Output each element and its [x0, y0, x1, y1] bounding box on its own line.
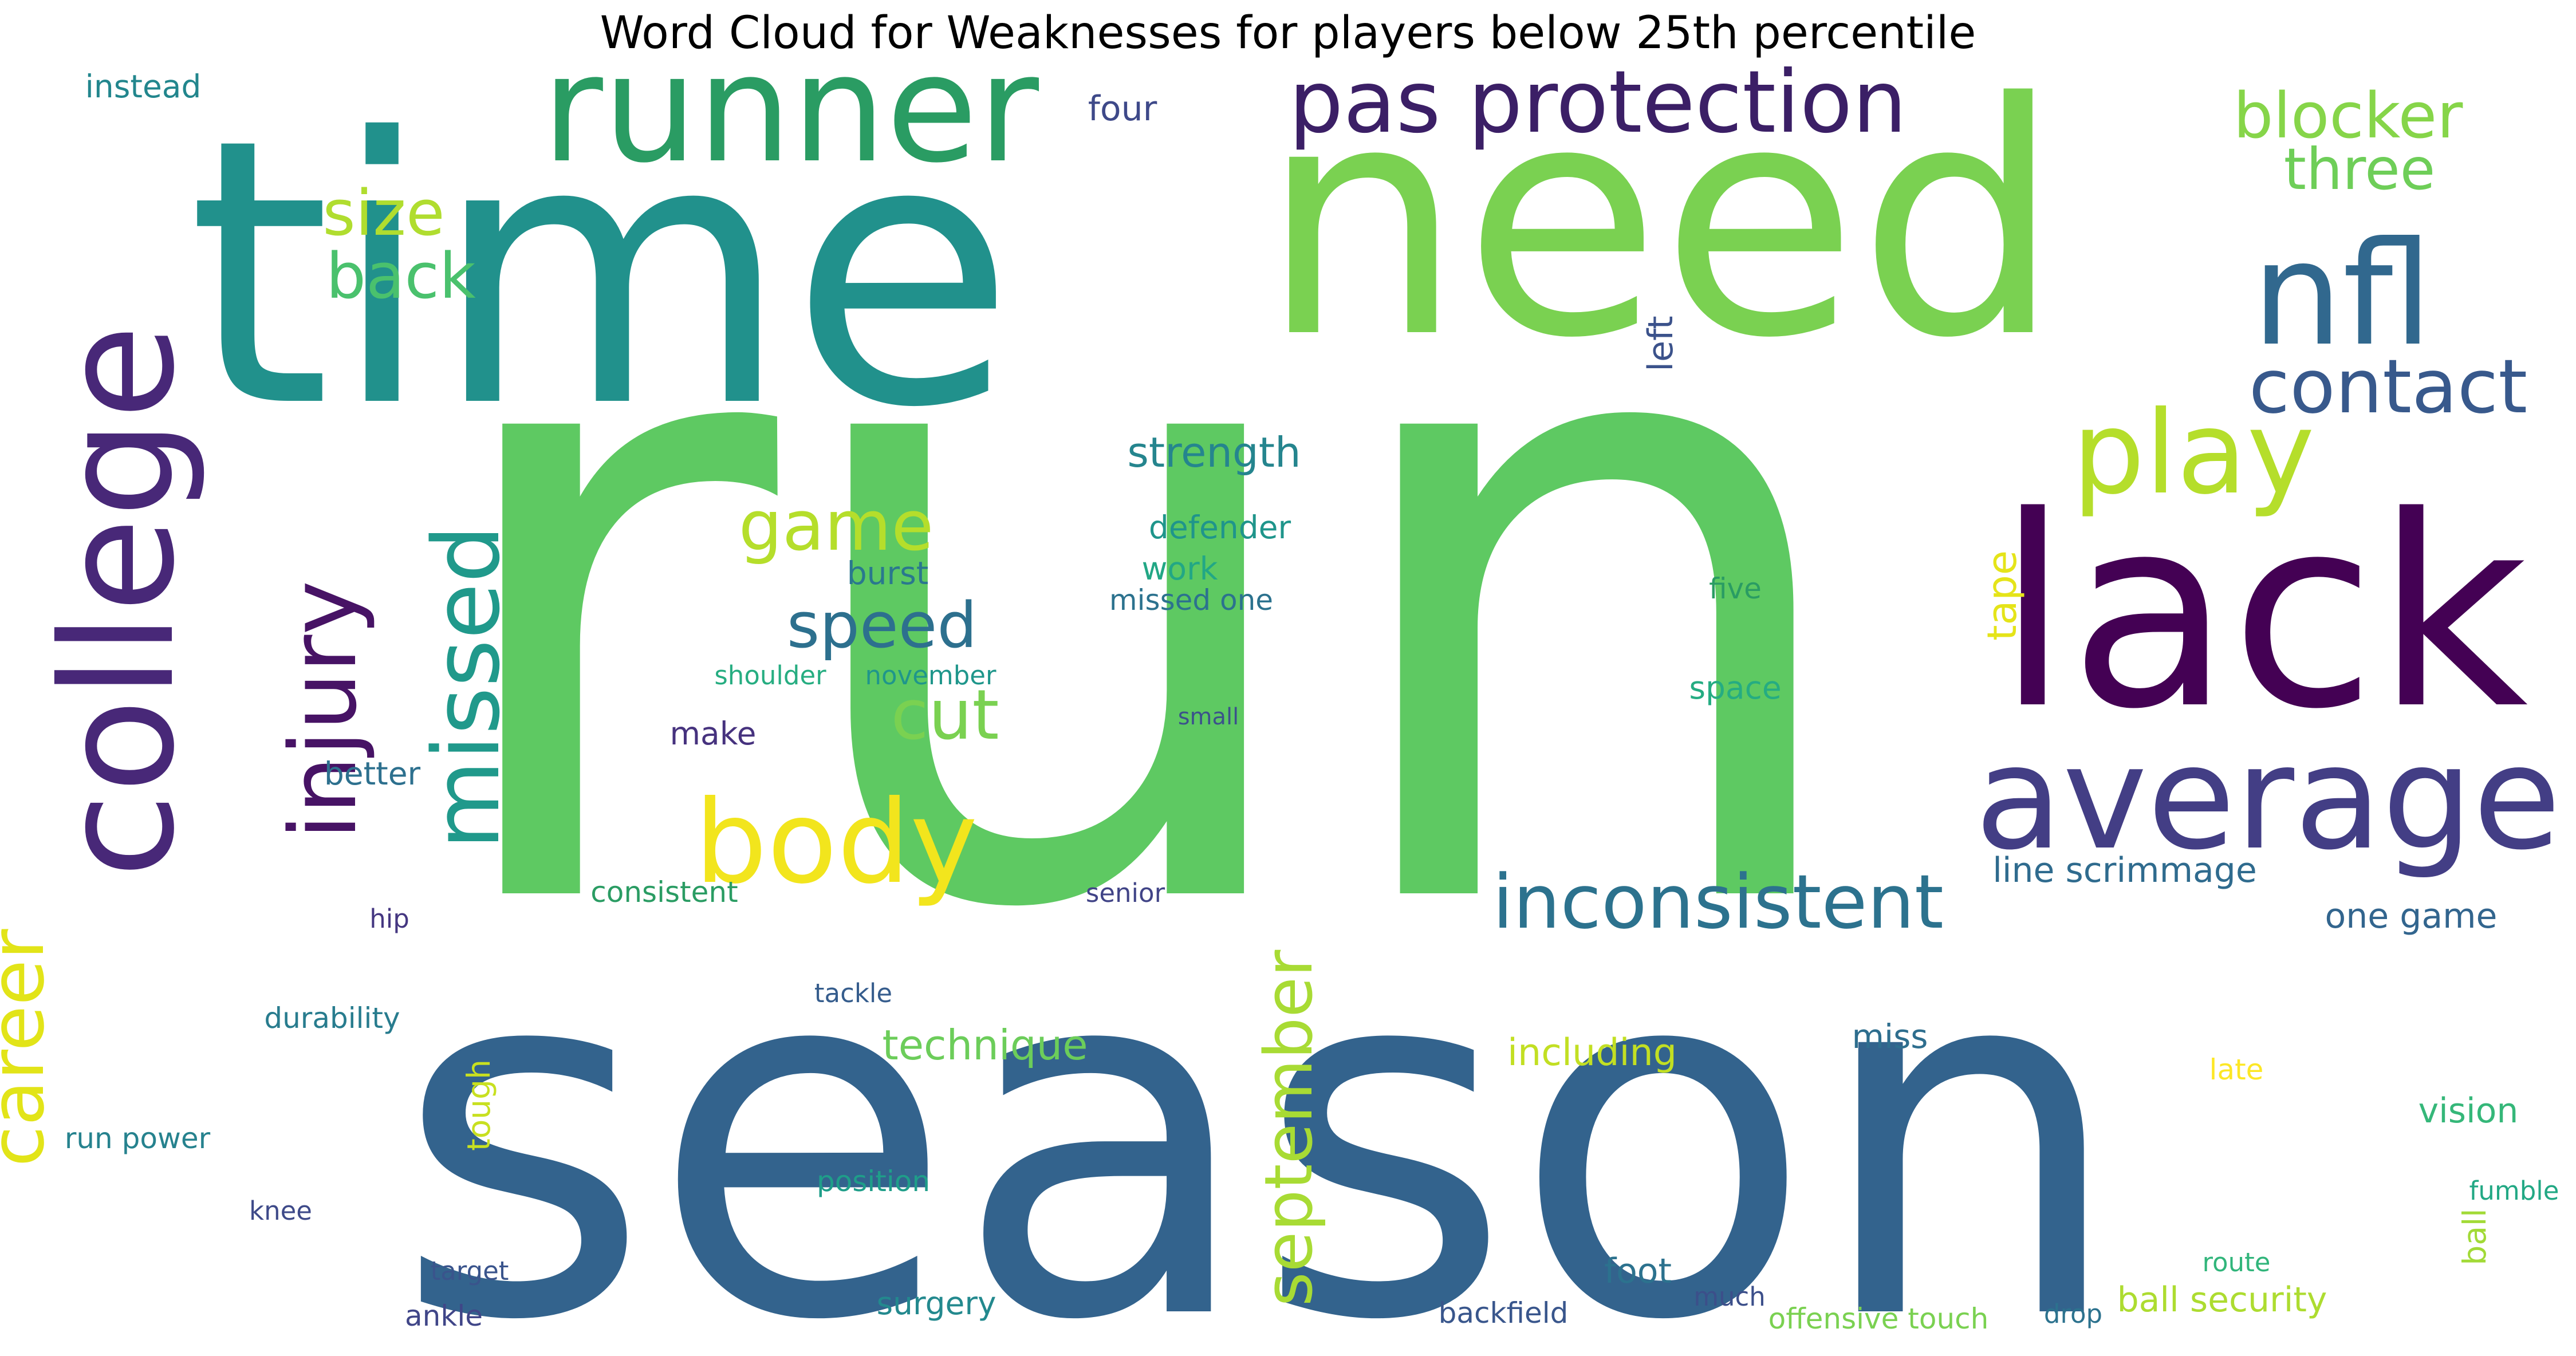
- word-shoulder: shoulder: [714, 660, 826, 691]
- word-pas-protection: pas protection: [1289, 53, 1907, 152]
- word-one-game: one game: [2325, 896, 2498, 936]
- word-runner: runner: [542, 23, 1041, 196]
- word-route: route: [2203, 1247, 2271, 1278]
- word-much: much: [1693, 1282, 1766, 1312]
- word-late: late: [2209, 1053, 2264, 1086]
- word-missed: missed: [413, 525, 520, 849]
- word-strength: strength: [1127, 428, 1301, 476]
- word-tackle: tackle: [814, 978, 892, 1008]
- word-defender: defender: [1149, 509, 1291, 546]
- chart-title: Word Cloud for Weaknesses for players be…: [600, 7, 1976, 59]
- word-college: college: [28, 324, 208, 878]
- word-average: average: [1975, 715, 2561, 881]
- word-foot: foot: [1604, 1251, 1672, 1291]
- word-surgery: surgery: [876, 1285, 996, 1322]
- word-drop: drop: [2044, 1299, 2102, 1329]
- word-nfl: nfl: [2252, 211, 2433, 377]
- word-body: body: [695, 776, 978, 909]
- word-lack: lack: [1996, 460, 2528, 767]
- word-game: game: [739, 487, 933, 566]
- word-including: including: [1507, 1031, 1677, 1074]
- word-missed-one: missed one: [1109, 584, 1273, 617]
- word-size: size: [322, 176, 444, 250]
- word-hip: hip: [369, 904, 409, 934]
- word-durability: durability: [264, 1002, 400, 1035]
- word-injury: injury: [270, 581, 377, 839]
- word-senior: senior: [1086, 878, 1165, 908]
- word-five: five: [1709, 572, 1762, 605]
- word-vision: vision: [2419, 1091, 2519, 1131]
- word-burst: burst: [847, 555, 929, 592]
- word-space: space: [1689, 669, 1781, 706]
- word-run: run: [424, 96, 1866, 1096]
- word-three: three: [2284, 136, 2436, 203]
- word-work: work: [1141, 550, 1218, 587]
- word-knee: knee: [249, 1196, 312, 1226]
- word-time: time: [187, 61, 1015, 487]
- word-line-scrimmage: line scrimmage: [1992, 850, 2257, 890]
- word-ankle: ankle: [405, 1299, 483, 1333]
- word-cut: cut: [891, 676, 999, 755]
- word-instead: instead: [85, 68, 202, 105]
- word-back: back: [326, 239, 476, 313]
- word-position: position: [817, 1165, 930, 1198]
- word-small: small: [1178, 704, 1239, 730]
- word-ball-security: ball security: [2117, 1280, 2327, 1320]
- word-play: play: [2072, 387, 2314, 520]
- word-november: november: [865, 660, 996, 691]
- word-need: need: [1260, 35, 2061, 408]
- word-backfield: backfield: [1439, 1296, 1569, 1330]
- word-better: better: [324, 755, 421, 792]
- word-run-power: run power: [65, 1122, 211, 1155]
- word-tough: tough: [460, 1059, 497, 1151]
- word-miss: miss: [1852, 1017, 1928, 1056]
- word-september: september: [1251, 949, 1328, 1306]
- word-left: left: [1641, 316, 1681, 371]
- word-career: career: [0, 929, 61, 1167]
- word-technique: technique: [882, 1021, 1088, 1069]
- word-consistent: consistent: [590, 876, 738, 909]
- word-blocker: blocker: [2234, 79, 2464, 152]
- word-speed: speed: [787, 589, 977, 662]
- word-offensive-touch: offensive touch: [1768, 1302, 1989, 1335]
- word-tape: tape: [1979, 550, 2026, 641]
- word-make: make: [669, 715, 756, 752]
- word-ball: ball: [2456, 1208, 2493, 1265]
- word-season: season: [394, 854, 2125, 1356]
- word-inconsistent: inconsistent: [1492, 858, 1944, 945]
- word-target: target: [431, 1256, 509, 1286]
- word-fumble: fumble: [2469, 1176, 2559, 1206]
- word-four: four: [1088, 89, 1157, 129]
- word-contact: contact: [2249, 343, 2527, 430]
